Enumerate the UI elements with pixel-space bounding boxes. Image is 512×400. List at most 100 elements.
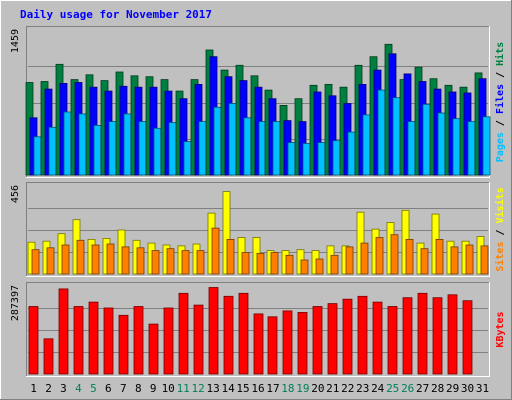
bar-sites-day-7	[121, 246, 130, 275]
bar-sites-day-24	[375, 237, 384, 275]
bar-kbytes-day-27	[417, 292, 428, 375]
bar-sites-day-10	[166, 248, 175, 275]
legend-entry-hits: Hits	[494, 42, 506, 66]
bar-pages-day-12	[198, 121, 207, 176]
x-tick-label: 12	[191, 382, 204, 395]
x-tick-label: 17	[266, 382, 279, 395]
bar-sites-day-25	[390, 234, 399, 275]
x-tick-label: 30	[461, 382, 474, 395]
bar-sites-day-20	[315, 258, 324, 275]
x-tick-label: 14	[221, 382, 235, 395]
panel-max-label: 287397	[10, 285, 21, 321]
x-tick-label: 24	[371, 382, 385, 395]
x-tick-label: 5	[90, 382, 97, 395]
bar-pages-day-25	[392, 97, 401, 176]
bar-pages-day-2	[48, 126, 57, 176]
bar-pages-day-21	[332, 140, 341, 176]
bar-kbytes-day-3	[58, 288, 69, 375]
bar-pages-day-27	[422, 104, 431, 176]
legend-entry-kbytes: KBytes	[495, 311, 506, 347]
legend-entry-visits: Visits	[494, 187, 506, 223]
bar-pages-day-14	[228, 103, 237, 176]
bar-sites-day-8	[136, 247, 145, 275]
bar-pages-day-7	[123, 113, 132, 176]
x-tick-label: 10	[162, 382, 175, 395]
bar-pages-day-11	[183, 141, 192, 176]
x-tick-label: 22	[341, 382, 354, 395]
bar-kbytes-day-5	[88, 301, 99, 375]
panel-max-label: 1459	[10, 29, 21, 53]
x-tick-label: 7	[120, 382, 127, 395]
bar-sites-day-2	[46, 247, 55, 275]
x-tick-label: 26	[401, 382, 414, 395]
panel-legend: KBytes	[495, 311, 506, 347]
legend-separator: /	[495, 223, 506, 241]
bar-sites-day-21	[330, 254, 339, 275]
bar-kbytes-day-20	[312, 306, 323, 375]
bar-sites-day-18	[285, 254, 294, 275]
x-tick-label: 29	[446, 382, 459, 395]
x-tick-label: 20	[311, 382, 324, 395]
panel-visits-sites: 456 Sites / Visits	[10, 182, 506, 277]
bar-kbytes-day-19	[297, 311, 308, 375]
bar-pages-day-19	[302, 143, 311, 176]
bar-sites-day-13	[211, 227, 220, 275]
x-tick-label: 1	[30, 382, 37, 395]
x-tick-label: 11	[177, 382, 190, 395]
bar-sites-day-22	[345, 246, 354, 275]
bar-sites-day-5	[91, 244, 100, 275]
bar-kbytes-day-14	[223, 295, 234, 375]
x-tick-label: 13	[206, 382, 219, 395]
bar-pages-day-6	[108, 121, 117, 176]
bar-kbytes-day-26	[402, 297, 413, 375]
bar-sites-day-29	[450, 246, 459, 275]
bar-sites-day-1	[31, 249, 40, 275]
bar-pages-day-1	[33, 136, 42, 176]
x-tick-label: 28	[431, 382, 444, 395]
panel-max-label: 456	[10, 185, 21, 203]
bar-kbytes-day-2	[43, 338, 54, 375]
x-tick-label: 4	[75, 382, 82, 395]
x-tick-label: 19	[296, 382, 309, 395]
panel-hits-files-pages: 1459 Pages / Files / Hits	[10, 26, 506, 178]
bar-kbytes-day-18	[282, 310, 293, 375]
x-tick-label: 16	[251, 382, 264, 395]
x-tick-label: 9	[150, 382, 157, 395]
legend-separator: /	[495, 66, 506, 84]
bar-pages-day-22	[347, 131, 356, 176]
bar-pages-day-4	[78, 113, 87, 176]
panel-legend: Sites / Visits	[494, 187, 506, 271]
x-tick-label: 27	[416, 382, 429, 395]
bar-kbytes-day-17	[267, 316, 278, 375]
bar-kbytes-day-28	[432, 297, 443, 375]
x-tick-label: 8	[135, 382, 142, 395]
bar-pages-day-31	[482, 116, 491, 176]
bar-pages-day-15	[243, 117, 252, 176]
chart-title: Daily usage for November 2017	[20, 8, 212, 21]
bar-kbytes-day-7	[118, 314, 129, 375]
bar-sites-day-3	[61, 244, 70, 275]
bar-sites-day-14	[226, 238, 235, 275]
legend-entry-files: Files	[494, 84, 506, 114]
bar-kbytes-day-6	[103, 307, 114, 375]
bar-sites-day-4	[76, 239, 85, 275]
bar-pages-day-26	[407, 121, 416, 176]
x-axis-day-labels: 1 2 3 4 5 6 7 8 9 10 11 12 13 14 15 16 17 18 19 20 21 22 23 24 2…	[30, 382, 489, 395]
bar-files-day-11	[179, 98, 188, 176]
bar-sites-day-26	[405, 238, 414, 275]
x-tick-label: 25	[386, 382, 399, 395]
bar-kbytes-day-21	[327, 303, 338, 375]
bar-pages-day-20	[317, 142, 326, 176]
bar-pages-day-9	[153, 127, 162, 176]
bar-sites-day-12	[196, 250, 205, 275]
bar-kbytes-day-11	[178, 292, 189, 375]
x-tick-label: 21	[326, 382, 339, 395]
bar-kbytes-day-4	[73, 306, 84, 375]
x-tick-label: 3	[60, 382, 67, 395]
bar-sites-day-16	[256, 252, 265, 275]
bar-pages-day-13	[213, 106, 222, 176]
bar-sites-day-27	[420, 248, 429, 275]
bar-kbytes-day-22	[342, 298, 353, 375]
legend-entry-pages: Pages	[495, 132, 506, 162]
bar-kbytes-day-12	[193, 304, 204, 375]
